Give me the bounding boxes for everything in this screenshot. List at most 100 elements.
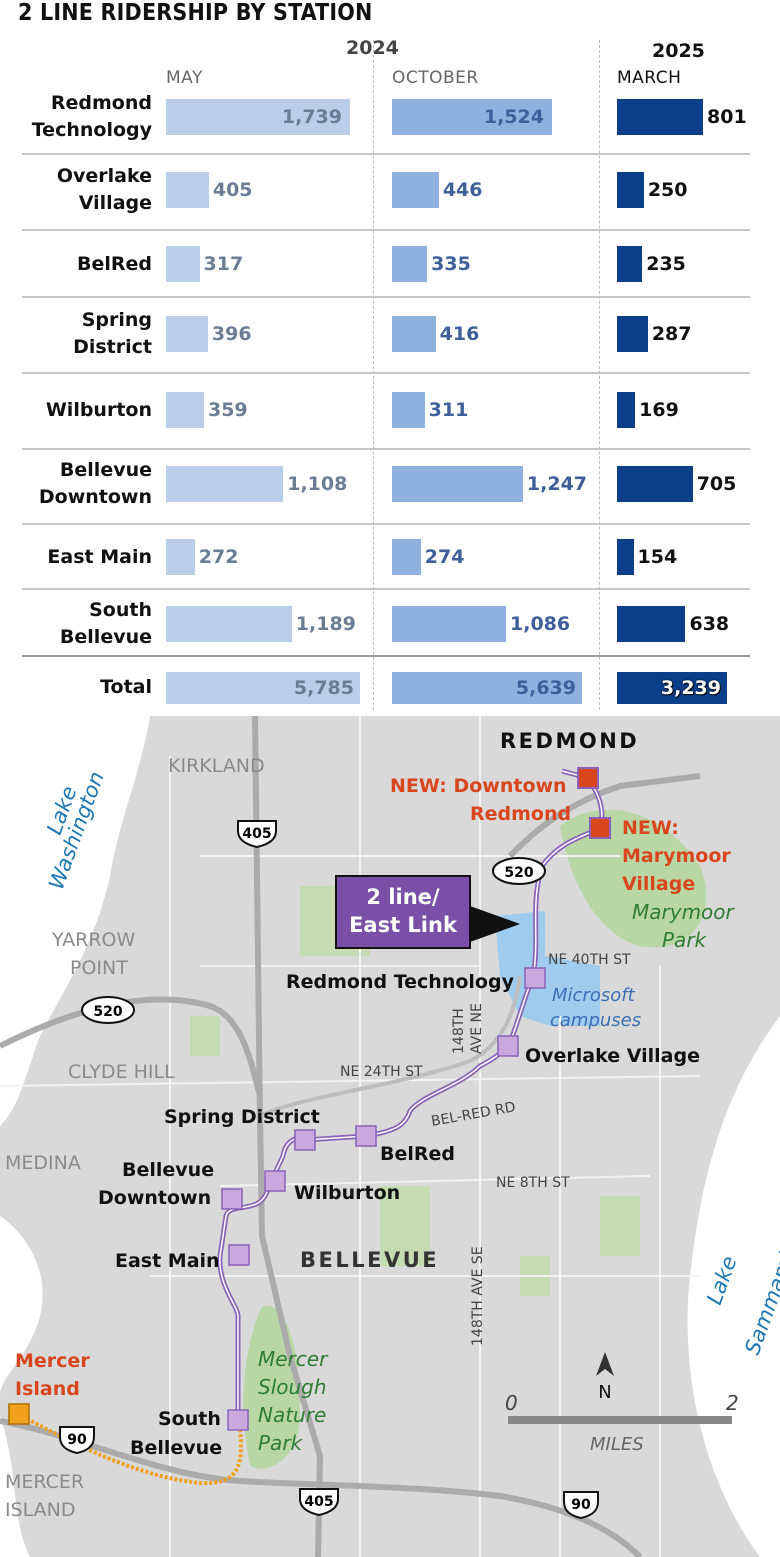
row-separator bbox=[22, 296, 750, 298]
bar-march-bellevue-downtown bbox=[617, 466, 693, 502]
park-patch bbox=[190, 1016, 220, 1056]
city-label-bellevue: BELLEVUE bbox=[300, 1248, 439, 1272]
lake-washington bbox=[0, 716, 150, 1126]
bar-may-overlake-village bbox=[166, 172, 209, 208]
value-label-october: 335 bbox=[431, 253, 471, 275]
bar-march-overlake-village bbox=[617, 172, 644, 208]
scale-unit: MILES bbox=[590, 1434, 644, 1455]
park-label-mercer-slough-1: Mercer bbox=[258, 1347, 329, 1371]
station-marker-marymoor-village bbox=[589, 817, 611, 839]
year-label-2025: 2025 bbox=[652, 40, 705, 62]
callout-pointer bbox=[470, 906, 520, 942]
street-grid bbox=[0, 716, 701, 1557]
north-label: N bbox=[598, 1382, 611, 1403]
new-station-label-downtown-redmond-2: Redmond bbox=[470, 803, 571, 825]
value-label-may: 1,739 bbox=[281, 106, 342, 128]
value-label-march: 287 bbox=[651, 323, 692, 345]
chart-title: 2 LINE RIDERSHIP BY STATION bbox=[18, 0, 373, 26]
bar-october-belred bbox=[392, 246, 428, 282]
street-label-ne24: NE 24TH ST bbox=[340, 1064, 423, 1080]
shield-90-west: 90 bbox=[59, 1426, 95, 1455]
row-label-south-bellevue: South Bellevue bbox=[59, 599, 152, 648]
bar-may-redmond-technology bbox=[166, 99, 350, 135]
station-label-east-main: East Main bbox=[115, 1250, 220, 1272]
row-separator bbox=[22, 229, 750, 231]
bar-total-october bbox=[392, 672, 582, 704]
station-marker-downtown-redmond bbox=[577, 767, 599, 789]
street-label-ne8: NE 8TH ST bbox=[496, 1175, 570, 1191]
bar-total-may bbox=[166, 672, 360, 704]
bar-october-spring-district bbox=[392, 316, 436, 352]
microsoft-label-2: campuses bbox=[550, 1010, 641, 1031]
value-label-may: 1,108 bbox=[287, 473, 348, 495]
city-label-medina: MEDINA bbox=[5, 1152, 81, 1174]
north-arrow-icon bbox=[596, 1352, 614, 1376]
value-label-october: 1,524 bbox=[483, 106, 544, 128]
total-separator bbox=[22, 655, 750, 657]
new-station-label-marymoor-2: Marymoor bbox=[622, 845, 731, 867]
row-separator bbox=[22, 523, 750, 525]
station-marker-wilburton bbox=[264, 1170, 286, 1192]
new-station-label-marymoor-1: NEW: bbox=[622, 817, 679, 839]
line-callout-box bbox=[335, 875, 471, 949]
shield-520-label: 520 bbox=[504, 865, 533, 881]
row-label-wilburton: Wilburton bbox=[45, 398, 152, 421]
city-label-yarrow-point-1: YARROW bbox=[51, 929, 135, 951]
station-label-redmond-technology: Redmond Technology bbox=[286, 971, 515, 993]
microsoft-campus-area bbox=[495, 911, 600, 1026]
line-callout-line1: 2 line/ bbox=[366, 885, 440, 909]
bar-october-east-main bbox=[392, 539, 421, 575]
street-label-148th-se: 148TH AVE SE bbox=[470, 1246, 486, 1346]
value-label-october: 446 bbox=[442, 179, 483, 201]
lake-shore bbox=[0, 1416, 30, 1557]
row-label-spring-district: Spring District bbox=[73, 309, 152, 358]
bar-may-south-bellevue bbox=[166, 606, 292, 642]
value-label-march: 154 bbox=[637, 546, 678, 568]
row-label-redmond-technology: Redmond Technology bbox=[31, 92, 152, 141]
station-marker-spring-district bbox=[294, 1129, 316, 1151]
bar-march-redmond-technology bbox=[617, 99, 703, 135]
shield-405-label: 405 bbox=[304, 1494, 333, 1510]
shield-405-south: 405 bbox=[299, 1488, 339, 1517]
shield-90-label: 90 bbox=[67, 1432, 87, 1448]
column-header-march: MARCH bbox=[617, 68, 682, 88]
shield-520-east: 520 bbox=[492, 857, 546, 885]
park-label-marymoor-1: Marymoor bbox=[632, 900, 736, 924]
city-label-yarrow-point-2: POINT bbox=[70, 957, 128, 979]
city-label-clyde-hill: CLYDE HILL bbox=[68, 1061, 175, 1083]
shield-520-label: 520 bbox=[93, 1004, 122, 1020]
bar-march-south-bellevue bbox=[617, 606, 686, 642]
row-label-east-main: East Main bbox=[47, 545, 152, 568]
value-label-october: 416 bbox=[439, 323, 480, 345]
park-patch bbox=[380, 1186, 430, 1266]
marymoor-park-area bbox=[560, 809, 707, 948]
station-marker-south-bellevue bbox=[227, 1409, 249, 1431]
value-label-october: 1,086 bbox=[510, 613, 571, 635]
station-marker-overlake-village bbox=[497, 1035, 519, 1057]
value-label-may: 1,189 bbox=[295, 613, 356, 635]
park-label-mercer-slough-4: Park bbox=[258, 1431, 304, 1455]
total-value-may: 5,785 bbox=[293, 677, 354, 699]
mercer-island-line bbox=[17, 1412, 243, 1486]
mercer-station-label-2: Island bbox=[15, 1378, 80, 1400]
shield-520-west: 520 bbox=[81, 996, 135, 1024]
station-label-bellevue-downtown-2: Downtown bbox=[98, 1187, 211, 1209]
station-label-belred: BelRed bbox=[380, 1143, 455, 1165]
value-label-march: 235 bbox=[646, 253, 686, 275]
station-marker-east-main bbox=[228, 1244, 250, 1266]
bar-march-belred bbox=[617, 246, 643, 282]
bar-may-bellevue-downtown bbox=[166, 466, 284, 502]
station-label-spring-district: Spring District bbox=[164, 1106, 320, 1128]
column-divider bbox=[599, 40, 600, 710]
east-link-map: 405 405 520 520 90 90 REDMOND KIRKLAND Y… bbox=[0, 716, 780, 1557]
street-label-ne40: NE 40TH ST bbox=[548, 952, 631, 968]
value-label-march: 705 bbox=[696, 473, 737, 495]
row-separator bbox=[22, 588, 750, 590]
station-label-bellevue-downtown-1: Bellevue bbox=[122, 1159, 214, 1181]
station-label-wilburton: Wilburton bbox=[294, 1182, 400, 1204]
total-value-march: 3,239 bbox=[660, 677, 721, 699]
shield-90-east: 90 bbox=[563, 1491, 599, 1520]
scale-two: 2 bbox=[726, 1391, 739, 1415]
year-label-2024: 2024 bbox=[346, 37, 399, 59]
station-label-overlake-village: Overlake Village bbox=[525, 1045, 700, 1067]
